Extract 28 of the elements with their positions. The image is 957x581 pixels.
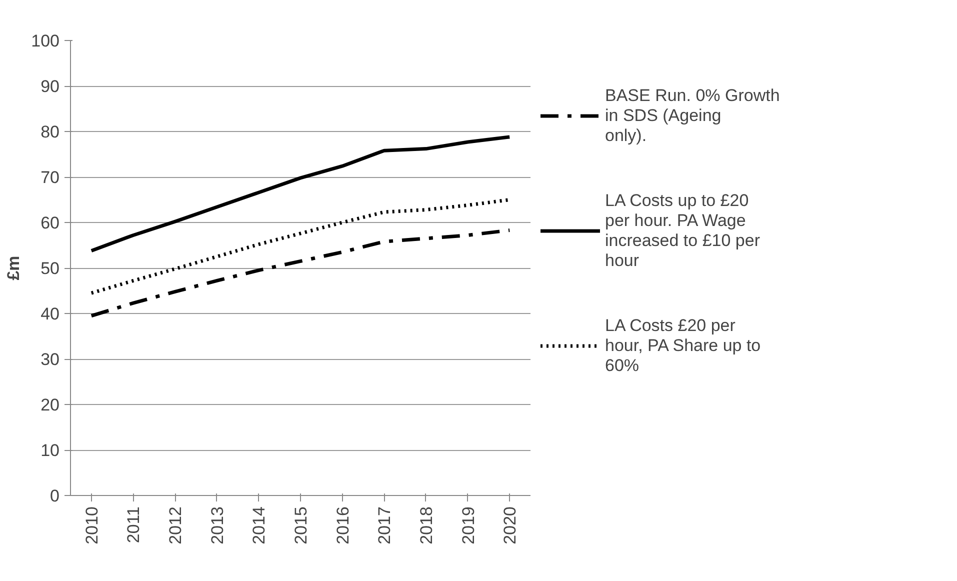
- x-tick-label: 2017: [375, 506, 394, 544]
- line-series: [90, 228, 512, 318]
- x-tick-label: 2012: [166, 506, 186, 544]
- y-tick-label: 100: [31, 32, 60, 50]
- line-series: [90, 135, 512, 252]
- x-tick-label: 2020: [500, 506, 520, 544]
- y-tick-label: 10: [40, 441, 60, 460]
- x-tick-label: 2015: [292, 506, 310, 544]
- y-axis-title: £m: [4, 256, 24, 280]
- y-tick-label: 80: [40, 122, 60, 142]
- legend-label: LA Costs up to £20 per hour. PA Wage increased to £10 per hour: [605, 190, 760, 272]
- legend-label: LA Costs £20 per hour, PA Share up to 60%: [605, 314, 761, 376]
- legend-label: BASE Run. 0% Growth in SDS (Ageing only).: [605, 84, 780, 146]
- y-tick-label: 50: [40, 259, 60, 278]
- y-tick-label: 70: [40, 168, 60, 187]
- y-tick-label: 0: [50, 486, 60, 506]
- y-tick-label: 40: [40, 304, 60, 324]
- x-tick-label: 2019: [458, 506, 478, 544]
- x-tick-label: 2011: [124, 506, 144, 544]
- y-tick-label: 20: [40, 396, 60, 414]
- x-tick-label: 2016: [333, 506, 352, 544]
- y-tick-label: 90: [40, 77, 60, 96]
- x-tick-label: 2010: [82, 506, 102, 544]
- y-tick-label: 60: [40, 214, 60, 232]
- y-tick-label: 30: [40, 350, 60, 369]
- x-tick-label: 2013: [208, 506, 227, 544]
- x-tick-label: 2018: [416, 506, 436, 544]
- x-tick-label: 2014: [250, 506, 269, 544]
